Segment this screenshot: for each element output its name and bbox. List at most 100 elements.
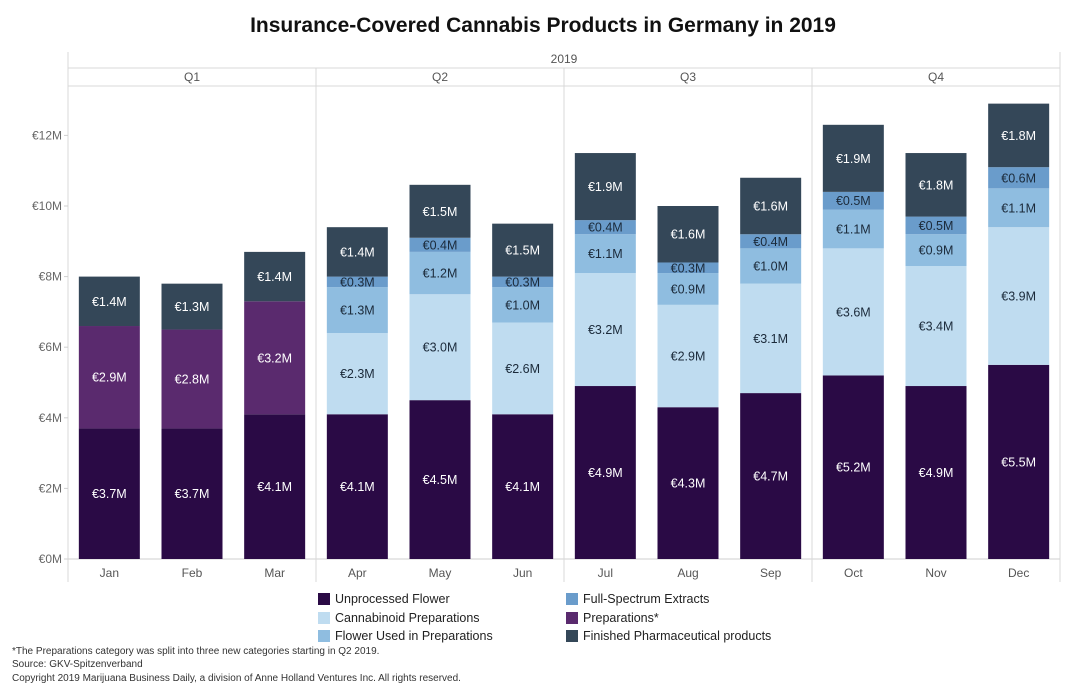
- data-label-finished-pharmaceutical-products-feb: €1.3M: [175, 300, 210, 314]
- data-label-cannabinoid-preparations-may: €3.0M: [423, 341, 458, 355]
- data-label-cannabinoid-preparations-apr: €2.3M: [340, 367, 375, 381]
- x-tick-label-jul: Jul: [598, 566, 613, 580]
- data-label-unprocessed-flower-jan: €3.7M: [92, 487, 127, 501]
- data-label-cannabinoid-preparations-aug: €2.9M: [671, 350, 706, 364]
- y-tick-label: €2M: [39, 481, 62, 495]
- legend-swatch: [566, 630, 578, 642]
- bar-segment-cannabinoid-preparations-jun: [492, 322, 554, 415]
- bar-segment-finished-pharmaceutical-products-sep: [740, 177, 802, 235]
- data-label-flower-used-in-preparations-sep: €1.0M: [753, 260, 788, 274]
- bar-segment-unprocessed-flower-aug: [657, 407, 719, 559]
- legend-label: Preparations*: [583, 610, 659, 625]
- data-label-cannabinoid-preparations-dec: €3.9M: [1001, 290, 1036, 304]
- data-label-flower-used-in-preparations-may: €1.2M: [423, 267, 458, 281]
- data-label-finished-pharmaceutical-products-oct: €1.9M: [836, 152, 871, 166]
- data-label-unprocessed-flower-apr: €4.1M: [340, 480, 375, 494]
- data-label-unprocessed-flower-jun: €4.1M: [505, 480, 540, 494]
- bar-segment-finished-pharmaceutical-products-dec: [988, 103, 1050, 168]
- data-label-cannabinoid-preparations-jun: €2.6M: [505, 362, 540, 376]
- data-label-full-spectrum-extracts-apr: €0.3M: [340, 275, 375, 289]
- bar-segment-cannabinoid-preparations-apr: [326, 333, 388, 415]
- x-tick-label-apr: Apr: [348, 566, 367, 580]
- x-tick-label-aug: Aug: [677, 566, 698, 580]
- bar-segment-flower-used-in-preparations-aug: [657, 273, 719, 305]
- data-label-cannabinoid-preparations-oct: €3.6M: [836, 305, 871, 319]
- bar-segment-full-spectrum-extracts-jun: [492, 276, 554, 288]
- legend-item-finished-pharmaceutical-products: Finished Pharmaceutical products: [566, 628, 771, 644]
- y-tick-label: €12M: [32, 128, 62, 142]
- bar-segment-unprocessed-flower-sep: [740, 393, 802, 559]
- legend-swatch: [566, 593, 578, 605]
- bar-segment-full-spectrum-extracts-may: [409, 237, 471, 252]
- bar-segment-flower-used-in-preparations-may: [409, 251, 471, 295]
- legend-item-cannabinoid-preparations: Cannabinoid Preparations: [318, 610, 480, 626]
- data-label-unprocessed-flower-sep: €4.7M: [753, 470, 788, 484]
- data-label-finished-pharmaceutical-products-aug: €1.6M: [671, 228, 706, 242]
- data-label-finished-pharmaceutical-products-apr: €1.4M: [340, 245, 375, 259]
- bar-segment-cannabinoid-preparations-may: [409, 294, 471, 401]
- bar-segment-unprocessed-flower-apr: [326, 414, 388, 559]
- footnote-preparations: *The Preparations category was split int…: [12, 646, 380, 657]
- quarter-label-q2: Q2: [432, 70, 448, 84]
- x-tick-label-mar: Mar: [264, 566, 285, 580]
- data-label-finished-pharmaceutical-products-jun: €1.5M: [505, 244, 540, 258]
- bar-segment-cannabinoid-preparations-nov: [905, 266, 967, 387]
- data-label-flower-used-in-preparations-nov: €0.9M: [919, 244, 954, 258]
- data-label-unprocessed-flower-nov: €4.9M: [919, 466, 954, 480]
- bar-segment-finished-pharmaceutical-products-feb: [161, 283, 223, 330]
- y-tick-label: €6M: [39, 340, 62, 354]
- legend-swatch: [318, 593, 330, 605]
- legend-label: Full-Spectrum Extracts: [583, 592, 710, 606]
- legend-label: Finished Pharmaceutical products: [583, 629, 772, 643]
- legend-label: Cannabinoid Preparations: [335, 610, 480, 625]
- legend-label: Unprocessed Flower: [335, 592, 450, 606]
- data-label-full-spectrum-extracts-oct: €0.5M: [836, 194, 871, 208]
- bar-segment-finished-pharmaceutical-products-nov: [905, 153, 967, 217]
- legend-label: Flower Used in Preparations: [335, 629, 493, 643]
- stacked-bar-chart: 2019 Q1 Q2 Q3 Q4 €0M €2M €4M €6M €8M €10M €12M €3.7M…: [32, 52, 1061, 582]
- footnotes: *The Preparations category was split int…: [12, 645, 461, 685]
- bar-segment-preparations-jan: [78, 326, 140, 429]
- data-label-cannabinoid-preparations-sep: €3.1M: [753, 332, 788, 346]
- bar-segment-finished-pharmaceutical-products-apr: [326, 227, 388, 277]
- data-label-flower-used-in-preparations-apr: €1.3M: [340, 304, 375, 318]
- data-label-unprocessed-flower-dec: €5.5M: [1001, 455, 1036, 469]
- x-tick-label-nov: Nov: [925, 566, 946, 580]
- bar-segment-unprocessed-flower-may: [409, 400, 471, 559]
- bar-segment-unprocessed-flower-jun: [492, 414, 554, 559]
- x-tick-label-jun: Jun: [513, 566, 532, 580]
- bar-segment-finished-pharmaceutical-products-may: [409, 184, 471, 238]
- data-label-unprocessed-flower-oct: €5.2M: [836, 461, 871, 475]
- legend-item-unprocessed-flower: Unprocessed Flower: [318, 591, 450, 607]
- quarter-label-q3: Q3: [680, 70, 696, 84]
- legend-item-flower-used-in-preparations: Flower Used in Preparations: [318, 628, 493, 644]
- x-tick-label-dec: Dec: [1008, 566, 1029, 580]
- data-label-full-spectrum-extracts-may: €0.4M: [423, 238, 458, 252]
- bar-segment-flower-used-in-preparations-jul: [574, 234, 636, 274]
- bar-segment-unprocessed-flower-jul: [574, 386, 636, 559]
- data-label-finished-pharmaceutical-products-sep: €1.6M: [753, 200, 788, 214]
- data-label-finished-pharmaceutical-products-dec: €1.8M: [1001, 129, 1036, 143]
- bar-segment-full-spectrum-extracts-nov: [905, 216, 967, 235]
- quarter-label-q1: Q1: [184, 70, 200, 84]
- data-label-unprocessed-flower-aug: €4.3M: [671, 477, 706, 491]
- data-label-cannabinoid-preparations-nov: €3.4M: [919, 320, 954, 334]
- bar-segment-full-spectrum-extracts-jul: [574, 220, 636, 235]
- bar-segment-flower-used-in-preparations-sep: [740, 248, 802, 284]
- bar-segment-unprocessed-flower-oct: [822, 375, 884, 559]
- y-tick-label: €8M: [39, 270, 62, 284]
- legend-swatch: [318, 630, 330, 642]
- bar-segment-finished-pharmaceutical-products-jul: [574, 153, 636, 221]
- bar-segment-flower-used-in-preparations-apr: [326, 287, 388, 334]
- year-header-label: 2019: [551, 52, 578, 66]
- y-tick-label: €0M: [39, 552, 62, 566]
- bar-segment-cannabinoid-preparations-oct: [822, 248, 884, 376]
- data-label-full-spectrum-extracts-jun: €0.3M: [505, 275, 540, 289]
- data-label-flower-used-in-preparations-dec: €1.1M: [1001, 201, 1036, 215]
- bar-segment-cannabinoid-preparations-aug: [657, 304, 719, 408]
- bar-segment-preparations-feb: [161, 329, 223, 429]
- data-label-full-spectrum-extracts-sep: €0.4M: [753, 235, 788, 249]
- data-label-unprocessed-flower-feb: €3.7M: [175, 487, 210, 501]
- bar-segment-finished-pharmaceutical-products-mar: [244, 251, 306, 302]
- bar-segment-cannabinoid-preparations-dec: [988, 227, 1050, 365]
